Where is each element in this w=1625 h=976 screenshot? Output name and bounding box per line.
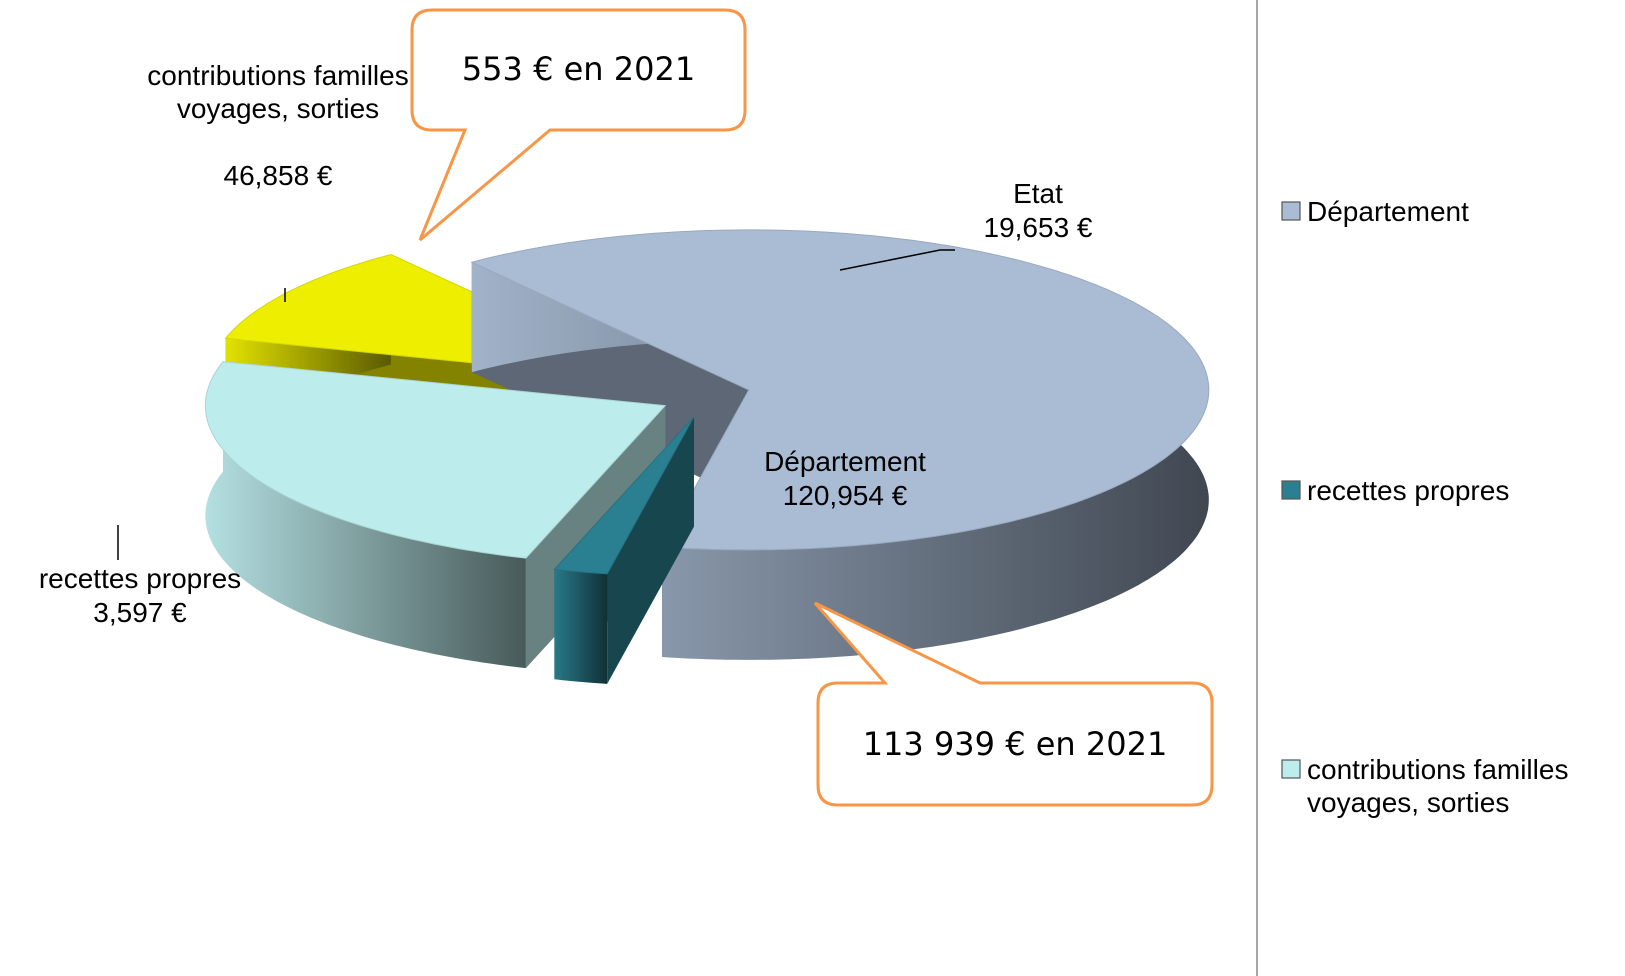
slice: [470, 229, 1210, 551]
pie: [204, 229, 1210, 684]
leader-line: [839, 249, 955, 271]
data-label: 19,653 €: [983, 212, 1093, 243]
data-label-name: contributions familles voyages, sorties: [147, 60, 409, 124]
slice: [553, 416, 695, 575]
slice-wall: [205, 361, 526, 669]
legend-label: contributions familles voyages, sorties: [1307, 754, 1569, 818]
legend-label: recettes propres: [1307, 475, 1510, 506]
slice: [553, 416, 695, 684]
legend-swatch: [1281, 480, 1301, 500]
slice-wall: [554, 569, 608, 684]
data-label-name: Etat: [1013, 178, 1063, 209]
annotation: 113 939 € en 2021: [862, 725, 1168, 763]
data-label: 120,954 €: [782, 480, 908, 511]
legend-swatch: [1281, 759, 1301, 779]
annotation: 553 € en 2021: [461, 50, 696, 88]
legend-swatch: [1281, 201, 1301, 221]
data-label: 46,858 €: [223, 160, 333, 191]
data-label-name: Département: [764, 446, 926, 477]
slice: [204, 361, 667, 559]
callout-box: [410, 8, 747, 242]
data-label-name: recettes propres: [38, 563, 242, 594]
callout-box: [813, 601, 1214, 807]
legend-label: Département: [1307, 196, 1469, 227]
data-label: 3,597 €: [93, 597, 187, 628]
slice: [470, 229, 1210, 660]
